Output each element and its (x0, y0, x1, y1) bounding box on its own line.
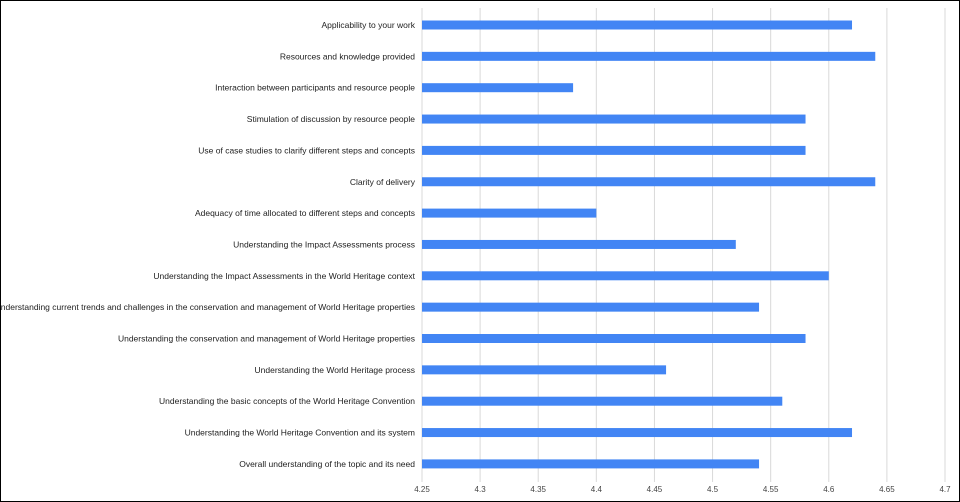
bar (422, 83, 574, 93)
x-tick-label: 4.45 (647, 485, 663, 494)
category-label: Understanding current trends and challen… (0, 302, 415, 312)
category-label: Understanding the Impact Assessments in … (153, 271, 415, 281)
bar (422, 51, 876, 61)
bar (422, 239, 736, 249)
bar (422, 145, 806, 155)
bars (422, 20, 876, 469)
category-label: Understanding the basic concepts of the … (159, 396, 415, 406)
bar (422, 428, 853, 438)
category-label: Stimulation of discussion by resource pe… (247, 114, 415, 124)
bar (422, 396, 783, 406)
bar (422, 302, 760, 312)
category-label: Clarity of delivery (350, 177, 416, 187)
x-tick-label: 4.35 (530, 485, 546, 494)
category-label: Understanding the Impact Assessments pro… (233, 239, 415, 249)
bar (422, 208, 597, 218)
bar (422, 459, 760, 469)
category-label: Interaction between participants and res… (215, 83, 415, 93)
bar (422, 365, 667, 375)
category-label: Applicability to your work (321, 20, 415, 30)
category-label: Understanding the World Heritage process (255, 365, 415, 375)
x-tick-label: 4.25 (414, 485, 430, 494)
x-tick-label: 4.3 (475, 485, 487, 494)
bar (422, 114, 806, 124)
category-label: Understanding the World Heritage Convent… (185, 428, 415, 438)
category-label: Resources and knowledge provided (280, 51, 415, 61)
bar (422, 271, 829, 281)
category-labels: Applicability to your work Resources and … (0, 20, 416, 469)
category-label: Use of case studies to clarify different… (198, 145, 415, 155)
bar (422, 177, 876, 187)
category-label: Understanding the conservation and manag… (118, 334, 415, 344)
x-tick-label: 4.4 (591, 485, 603, 494)
x-tick-label: 4.5 (707, 485, 719, 494)
bar (422, 334, 806, 343)
category-label: Overall understanding of the topic and i… (239, 459, 415, 469)
x-tick-label: 4.6 (823, 485, 835, 494)
x-tick-label: 4.7 (939, 485, 951, 494)
x-tick-label: 4.65 (879, 485, 895, 494)
bar (422, 20, 853, 30)
x-tick-label: 4.55 (763, 485, 779, 494)
category-label: Adequacy of time allocated to different … (195, 208, 415, 218)
x-axis-tick-labels: 4.25 4.3 4.35 4.4 4.45 4.5 4.55 4.6 4.65 4.7 (414, 485, 951, 494)
